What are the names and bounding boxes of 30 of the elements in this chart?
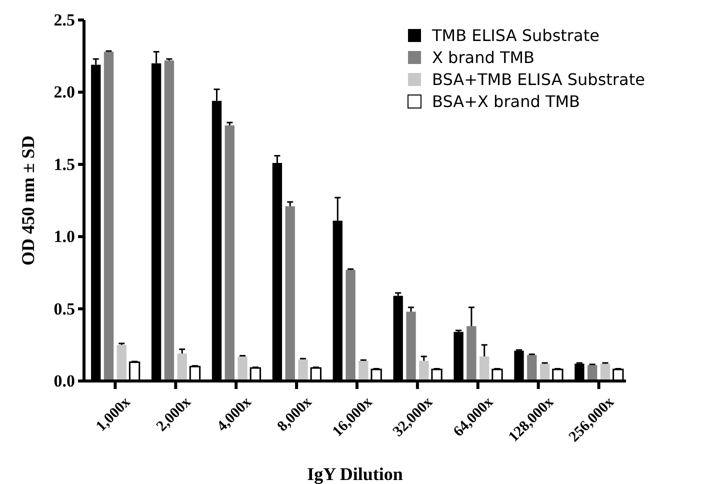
legend-label: TMB ELISA Substrate [431,26,600,45]
bar [480,356,490,381]
bar [540,364,550,381]
bar [285,206,295,381]
y-tick-label: 1.0 [54,227,75,246]
y-tick-label: 0.0 [54,371,75,390]
x-axis-title: IgY Dilution [307,464,403,484]
bar [177,354,187,381]
legend-label: BSA+X brand TMB [432,92,580,111]
bar [527,355,537,381]
bar [358,360,368,381]
y-axis-title: OD 450 nm ± SD [18,136,38,266]
bar [298,359,308,381]
y-tick-label: 1.5 [54,154,75,174]
y-tick-label: 0.5 [54,299,75,318]
bar [346,270,356,381]
legend-label: X brand TMB [432,48,535,67]
bar [224,125,234,381]
bar [419,360,429,381]
bar [588,365,598,381]
bar [238,356,248,381]
y-tick-label: 2.0 [54,82,75,102]
bar [164,60,174,381]
y-tick-label: 2.5 [54,10,75,30]
bar [466,326,476,381]
bar [116,344,126,381]
bar [104,52,114,381]
bar [600,364,610,381]
legend-label: BSA+TMB ELISA Substrate [432,70,645,89]
bar [406,312,416,381]
